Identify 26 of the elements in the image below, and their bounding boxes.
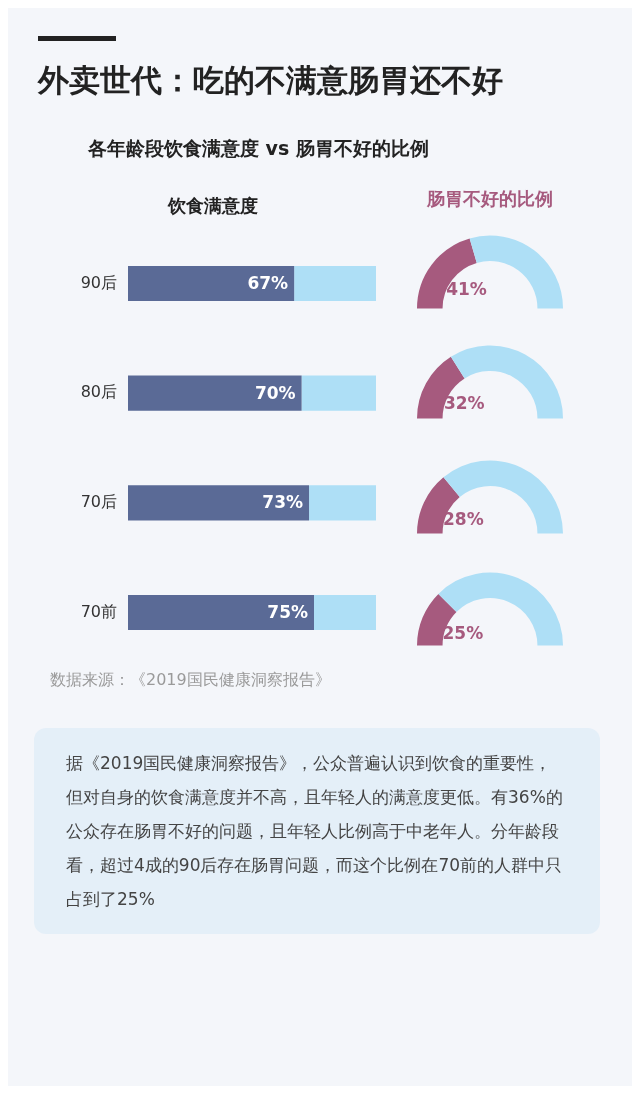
- data-label: 67%: [247, 272, 289, 293]
- y-tick-label: 90后: [80, 272, 117, 292]
- text: 据《2019国民健康洞察报告》，公众普遍认识到饮食的重要性，但对自身的饮食满意度并不高，且年轻人的满意度更低。有36%的公众存在肠胃不好的问题，且年轻人比例高于中老年人。分年龄段看，超过4成的90后存在肠胃问题，而这个比例在70前的人群中只占到了25%: [34, 728, 600, 934]
- data-label: 41%: [446, 279, 487, 300]
- bar: [314, 595, 376, 631]
- bar: [128, 485, 310, 521]
- y-tick-label: 80后: [80, 382, 117, 402]
- text: 各年龄段饮食满意度 vs 肠胃不好的比例: [88, 136, 429, 161]
- bar: [294, 265, 376, 301]
- source-note: 数据来源：《2019国民健康洞察报告》: [50, 670, 331, 691]
- bar: [128, 375, 302, 411]
- chart-title: 饮食满意度: [168, 194, 258, 218]
- data-label: 28%: [443, 509, 484, 530]
- bar: [301, 375, 376, 411]
- data-label: 73%: [262, 492, 304, 513]
- bar: [128, 265, 295, 301]
- y-tick-label: 70后: [80, 492, 117, 512]
- text: 外卖世代：吃的不满意肠胃还不好: [38, 61, 503, 100]
- bar: [128, 595, 314, 631]
- data-label: 25%: [442, 622, 484, 643]
- data-label: 32%: [443, 392, 485, 413]
- data-label: 70%: [254, 382, 296, 403]
- chart-title: 肠胃不好的比例: [426, 187, 554, 211]
- y-tick-label: 70前: [80, 601, 117, 621]
- data-label: 75%: [267, 601, 308, 622]
- bar: [309, 485, 376, 521]
